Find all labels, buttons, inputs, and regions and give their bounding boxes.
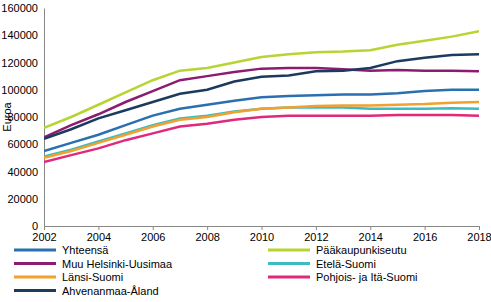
x-tick-mark [370, 226, 371, 230]
lines [44, 31, 479, 162]
y-tick-label: 60000 [7, 138, 38, 150]
x-tick-label: 2006 [141, 231, 165, 243]
x-tick: 2012 [304, 226, 328, 243]
x-tick-mark [44, 226, 45, 230]
x-tick-mark [316, 226, 317, 230]
y-axis-title: Euroa [1, 101, 13, 131]
x-tick-mark [153, 226, 154, 230]
x-tick-label: 2002 [32, 231, 56, 243]
x-tick-label: 2014 [359, 231, 383, 243]
series-line [44, 68, 479, 137]
legend-label: Ahvenanmaa-Åland [62, 285, 159, 297]
y-tick-label: 160000 [1, 2, 38, 14]
legend-swatch [14, 262, 56, 265]
x-axis: 2002 2004 2006 2008 2010 2012 2014 2016 2018 [32, 226, 491, 243]
y-tick-label: 100000 [1, 84, 38, 96]
y-tick: 20000 [7, 193, 44, 205]
x-tick-label: 2012 [304, 231, 328, 243]
legend-label: Länsi-Suomi [62, 271, 123, 283]
x-tick-mark [262, 226, 263, 230]
y-tick-label: 40000 [7, 166, 38, 178]
plot: 0200004000060000800001000001200001400001… [1, 2, 491, 243]
legend-swatch [268, 249, 310, 252]
series-line [44, 115, 479, 162]
x-tick-mark [479, 226, 480, 230]
y-tick: 160000 [1, 2, 44, 14]
y-tick-label: 140000 [1, 29, 38, 41]
x-tick: 2004 [87, 226, 111, 243]
legend-item: Muu Helsinki-Uusimaa [14, 258, 173, 270]
x-tick: 2016 [413, 226, 437, 243]
y-axis: 0200004000060000800001000001200001400001… [1, 2, 44, 232]
x-tick: 2002 [32, 226, 56, 243]
legend: Yhteensä Pääkaupunkiseutu Muu Helsinki-Uus… [14, 244, 418, 297]
series-line [44, 54, 479, 138]
y-tick-label: 20000 [7, 193, 38, 205]
x-tick-label: 2016 [413, 231, 437, 243]
x-tick-label: 2018 [467, 231, 491, 243]
chart: 0200004000060000800001000001200001400001… [0, 0, 491, 302]
y-tick: 100000 [1, 84, 44, 96]
x-tick-mark [425, 226, 426, 230]
legend-label: Pohjois- ja Itä-Suomi [316, 271, 418, 283]
x-tick-label: 2008 [195, 231, 219, 243]
legend-swatch [14, 289, 56, 292]
y-tick: 140000 [1, 29, 44, 41]
x-tick-mark [98, 226, 99, 230]
x-tick: 2018 [467, 226, 491, 243]
legend-item: Pohjois- ja Itä-Suomi [268, 271, 418, 283]
legend-label: Muu Helsinki-Uusimaa [62, 258, 173, 270]
series-line [44, 31, 479, 128]
legend-item: Länsi-Suomi [14, 271, 123, 283]
legend-swatch [14, 276, 56, 279]
legend-label: Pääkaupunkiseutu [316, 244, 407, 256]
y-tick: 60000 [7, 138, 44, 150]
x-tick-mark [207, 226, 208, 230]
legend-swatch [268, 276, 310, 279]
y-tick-label: 120000 [1, 57, 38, 69]
x-tick: 2010 [250, 226, 274, 243]
legend-swatch [14, 249, 56, 252]
legend-item: Etelä-Suomi [268, 258, 376, 270]
x-tick: 2008 [195, 226, 219, 243]
legend-swatch [268, 262, 310, 265]
y-axis-line [44, 9, 45, 227]
legend-item: Yhteensä [14, 244, 109, 256]
y-tick: 120000 [1, 57, 44, 69]
legend-label: Etelä-Suomi [316, 258, 376, 270]
legend-item: Pääkaupunkiseutu [268, 244, 407, 256]
x-tick-label: 2004 [87, 231, 111, 243]
y-tick: 40000 [7, 166, 44, 178]
legend-item: Ahvenanmaa-Åland [14, 285, 159, 297]
series-line [44, 102, 479, 158]
x-tick-label: 2010 [250, 231, 274, 243]
x-tick: 2006 [141, 226, 165, 243]
x-tick: 2014 [359, 226, 383, 243]
legend-label: Yhteensä [62, 244, 109, 256]
